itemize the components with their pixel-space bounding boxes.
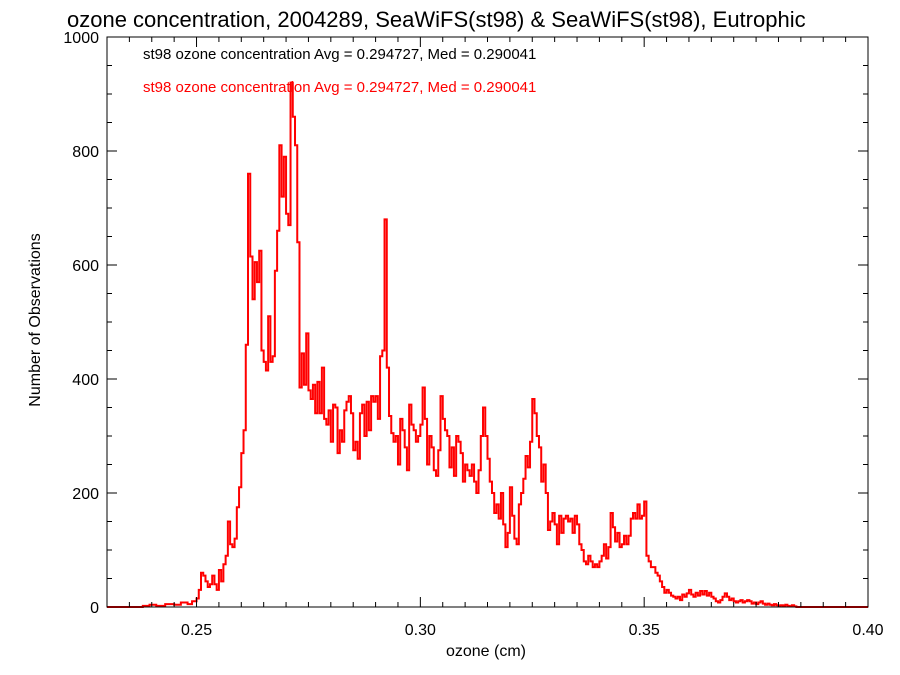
stats-annotation-red: st98 ozone concentration Avg = 0.294727,… — [143, 79, 536, 96]
x-tick-label: 0.25 — [181, 622, 212, 639]
y-tick-label: 400 — [72, 372, 99, 389]
x-axis-label: ozone (cm) — [446, 643, 526, 660]
y-tick-label: 0 — [90, 600, 99, 617]
chart-title: ozone concentration, 2004289, SeaWiFS(st… — [67, 7, 806, 32]
x-tick-label: 0.30 — [405, 622, 436, 639]
y-tick-label: 800 — [72, 144, 99, 161]
y-tick-label: 200 — [72, 486, 99, 503]
histogram-series-0 — [107, 81, 868, 608]
x-tick-label: 0.40 — [852, 622, 883, 639]
annotations: st98 ozone concentration Avg = 0.294727,… — [143, 46, 536, 96]
y-tick-label: 600 — [72, 258, 99, 275]
y-axis-label: Number of Observations — [27, 233, 44, 406]
stats-annotation-black: st98 ozone concentration Avg = 0.294727,… — [143, 46, 536, 63]
y-tick-label: 1000 — [63, 30, 99, 47]
x-tick-label: 0.35 — [629, 622, 660, 639]
plot-area: 0.25 0.30 0.35 0.40 0 200 400 600 800 1000 — [63, 30, 883, 639]
